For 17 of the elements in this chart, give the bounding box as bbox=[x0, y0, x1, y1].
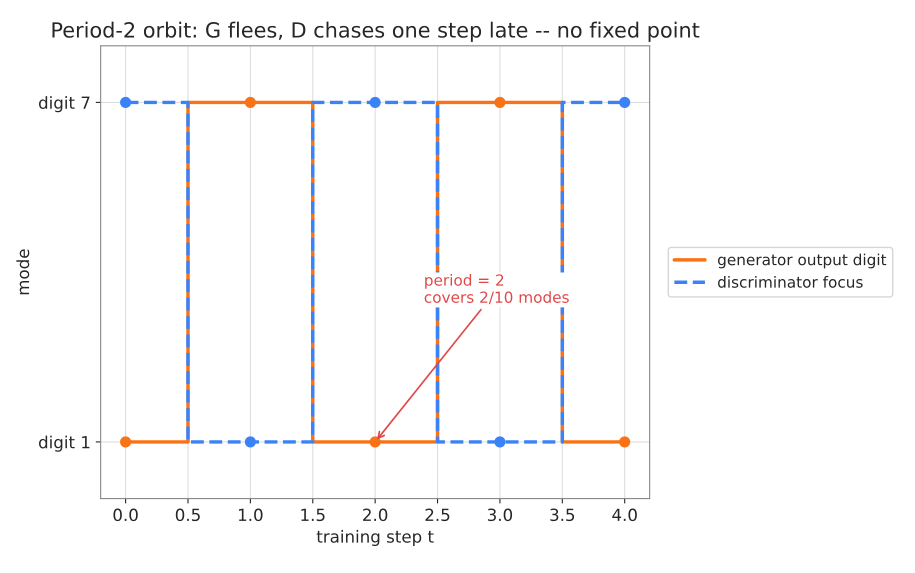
legend-label: discriminator focus bbox=[718, 276, 863, 288]
x-tick-label: 3.5 bbox=[550, 508, 574, 522]
chart-title: Period-2 orbit: G flees, D chases one step late -- no fixed point bbox=[52, 22, 700, 42]
x-tick-label: 3.0 bbox=[488, 508, 512, 522]
y-axis-title: mode bbox=[16, 249, 30, 294]
x-tick-label: 1.0 bbox=[238, 508, 263, 522]
category-label: digit 1 bbox=[38, 436, 90, 452]
x-tick-label: 1.5 bbox=[301, 508, 325, 522]
x-tick-label: 0.5 bbox=[176, 508, 200, 522]
category-label: digit 7 bbox=[38, 96, 90, 112]
x-tick-label: 2.5 bbox=[426, 508, 450, 522]
x-tick-label: 2.0 bbox=[363, 508, 388, 522]
x-tick-label: 0.0 bbox=[113, 508, 138, 522]
x-axis-title: training step t bbox=[316, 530, 434, 546]
annotation: period = 2 covers 2/10 modes bbox=[424, 274, 569, 304]
legend-label: generator output digit bbox=[718, 254, 886, 268]
x-tick-label: 4.0 bbox=[612, 508, 637, 522]
